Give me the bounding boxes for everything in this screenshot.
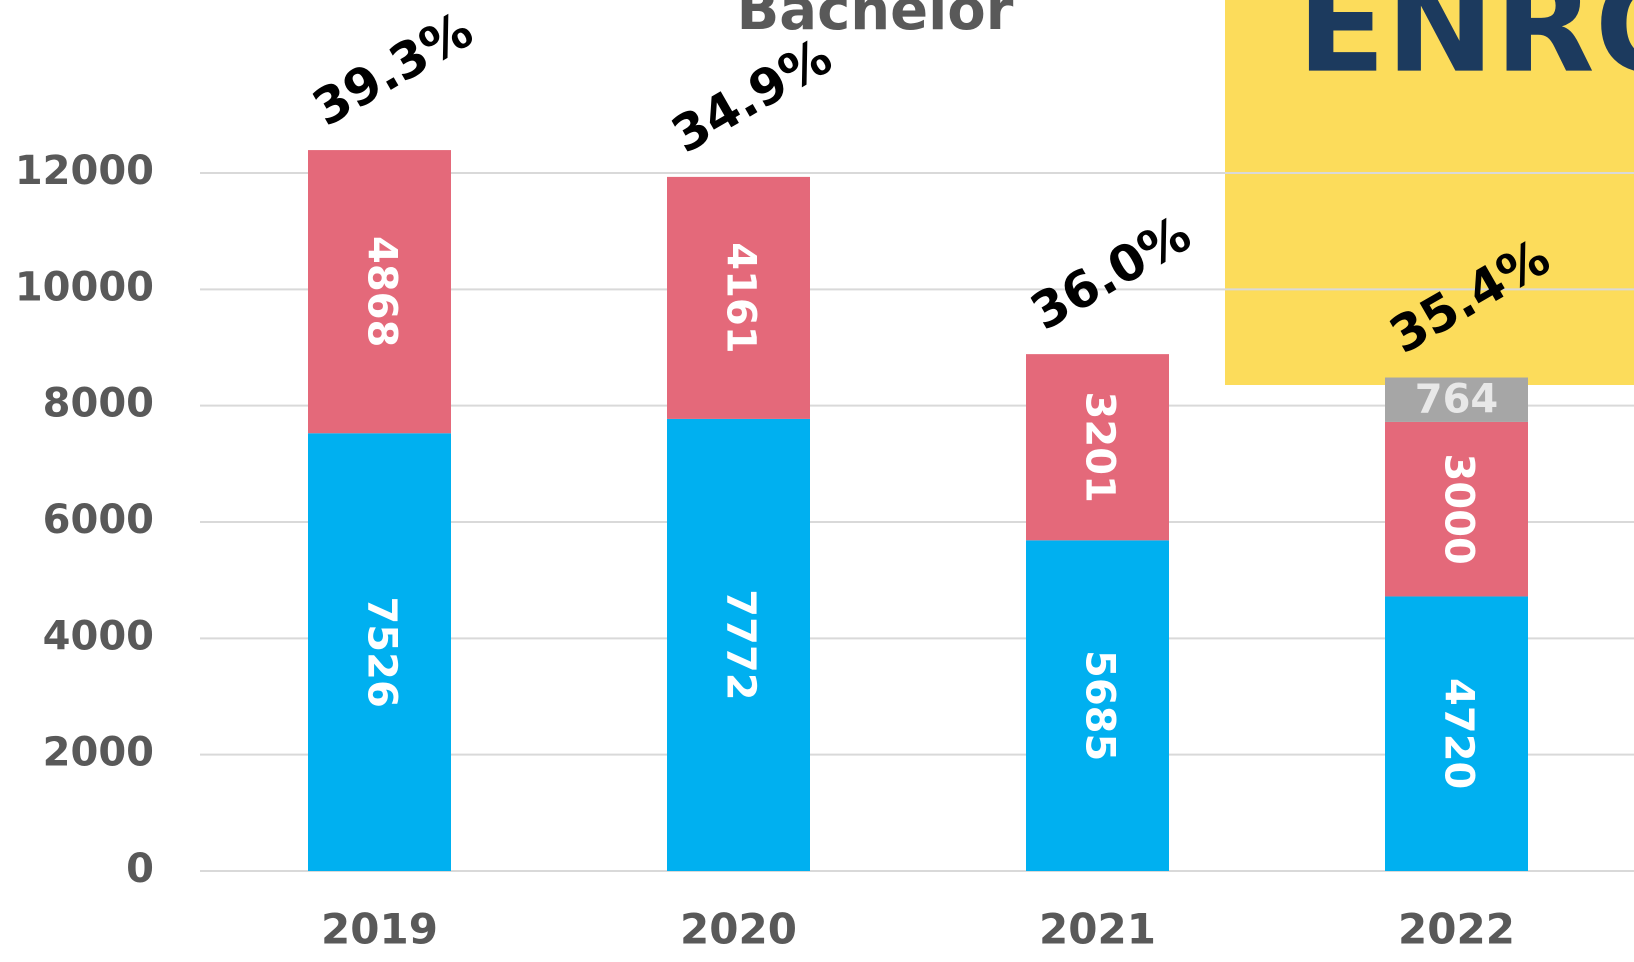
segment-label: 5685 <box>1077 650 1123 761</box>
x-tick-label: 2020 <box>680 905 797 954</box>
y-tick-label: 10000 <box>15 264 154 310</box>
banner-text: ENRO <box>1297 0 1634 102</box>
share-label: 39.3% <box>303 1 482 138</box>
y-tick-label: 0 <box>126 846 154 892</box>
y-tick-label: 2000 <box>43 730 154 776</box>
share-label: 36.0% <box>1021 205 1200 342</box>
y-tick-label: 12000 <box>15 148 154 194</box>
segment-label: 4868 <box>359 236 405 347</box>
segment-label: 4161 <box>718 242 764 353</box>
chart-title: Bachelor <box>737 0 1014 43</box>
y-tick-label: 4000 <box>43 613 154 659</box>
x-tick-label: 2019 <box>321 905 438 954</box>
bar-segment <box>308 150 451 434</box>
segment-label: 7772 <box>718 589 764 700</box>
bar-segment <box>308 433 451 871</box>
segment-label: 3000 <box>1436 454 1482 565</box>
segment-label: 7526 <box>359 596 405 707</box>
bar-segment <box>1026 540 1169 871</box>
bar-segment <box>1385 377 1528 422</box>
bar-segment <box>667 418 810 871</box>
y-tick-label: 8000 <box>43 381 154 427</box>
share-label: 34.9% <box>662 27 841 164</box>
segment-label: 4720 <box>1436 678 1482 789</box>
x-tick-label: 2022 <box>1398 905 1515 954</box>
y-tick-label: 6000 <box>43 497 154 543</box>
segment-label: 764 <box>1415 377 1499 423</box>
banner-box <box>1225 0 1634 385</box>
bar-segment <box>667 176 810 419</box>
bar-segment <box>1385 596 1528 871</box>
bar-segment <box>1385 421 1528 597</box>
segment-label: 3201 <box>1077 392 1123 503</box>
x-tick-label: 2021 <box>1039 905 1156 954</box>
bar-segment <box>1026 354 1169 541</box>
